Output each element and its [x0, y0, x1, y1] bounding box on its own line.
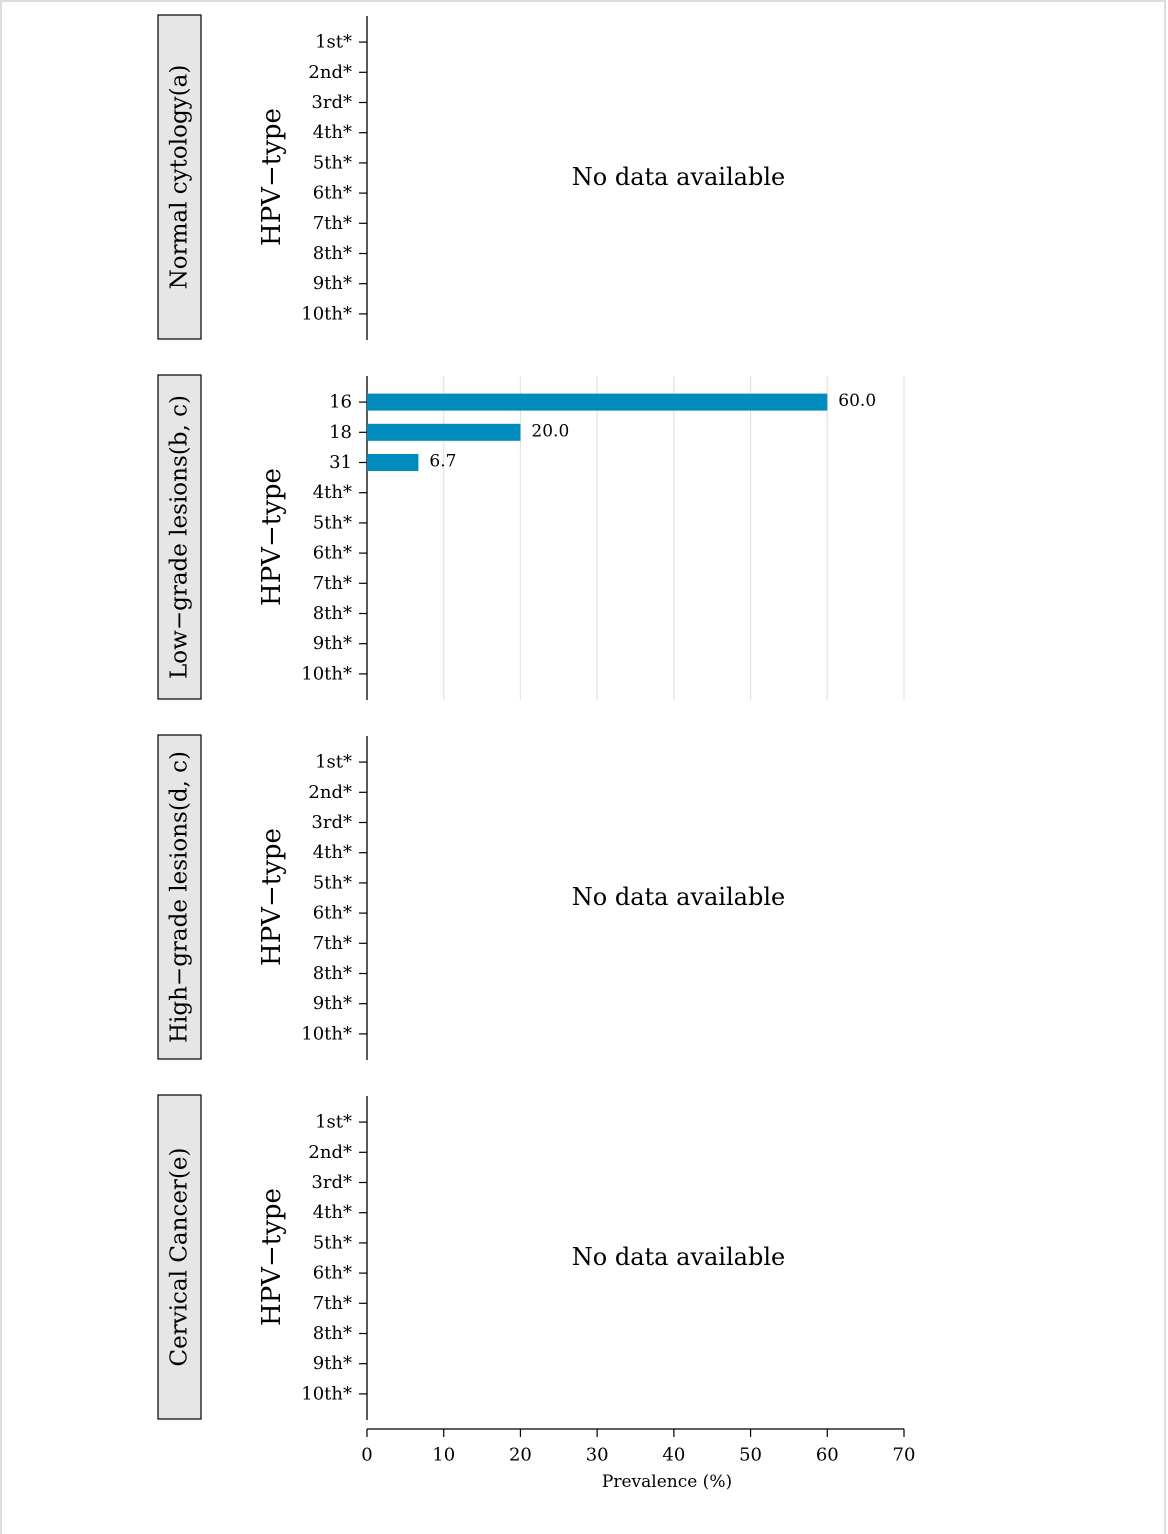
x-tick-label: 40: [662, 1445, 685, 1466]
y-tick-label: 3rd*: [311, 812, 352, 833]
x-tick-label: 30: [586, 1445, 609, 1466]
y-tick-label: 8th*: [313, 963, 352, 984]
x-tick-label: 50: [739, 1445, 762, 1466]
y-tick-label: 10th*: [301, 663, 352, 684]
y-tick-label: 1st*: [315, 752, 352, 773]
panel-strip-label: Normal cytology(a): [167, 65, 193, 290]
x-tick-label: 0: [361, 1445, 372, 1466]
x-axis-title: Prevalence (%): [602, 1472, 732, 1492]
y-tick-label: 7th*: [313, 573, 352, 594]
panel-strip-label: Low−grade lesions(b, c): [167, 395, 193, 679]
x-tick-label: 10: [432, 1445, 455, 1466]
y-tick-label: 3rd*: [311, 1172, 352, 1193]
y-tick-label: 6th*: [313, 903, 352, 924]
y-tick-label: 10th*: [301, 1383, 352, 1404]
y-tick-label: 8th*: [313, 243, 352, 264]
y-tick-label: 2nd*: [308, 782, 352, 803]
y-tick-label: 4th*: [313, 842, 352, 863]
x-tick-label: 60: [816, 1445, 839, 1466]
no-data-message: No data available: [572, 883, 785, 911]
y-tick-label: 31: [329, 452, 352, 473]
y-tick-label: 5th*: [313, 872, 352, 893]
panel-strip: [157, 734, 202, 1060]
y-tick-label: 8th*: [313, 603, 352, 624]
y-tick-label: 4th*: [313, 482, 352, 503]
y-tick-label: 4th*: [313, 1202, 352, 1223]
y-tick-label: 9th*: [313, 1353, 352, 1374]
bar: [367, 454, 419, 471]
y-axis-title: HPV−type: [257, 108, 287, 246]
y-tick-label: 9th*: [313, 993, 352, 1014]
panel-strip-label: High−grade lesions(d, c): [167, 751, 193, 1043]
panel-strip-label: Cervical Cancer(e): [167, 1148, 193, 1367]
y-tick-label: 10th*: [301, 303, 352, 324]
y-axis-title: HPV−type: [257, 828, 287, 966]
y-tick-label: 2nd*: [308, 62, 352, 83]
y-tick-label: 8th*: [313, 1323, 352, 1344]
y-tick-label: 7th*: [313, 1293, 352, 1314]
y-tick-label: 1st*: [315, 1112, 352, 1133]
y-tick-label: 9th*: [313, 633, 352, 654]
y-tick-label: 6th*: [313, 543, 352, 564]
y-tick-label: 5th*: [313, 1232, 352, 1253]
x-tick-label: 70: [893, 1445, 916, 1466]
y-tick-label: 5th*: [313, 512, 352, 533]
y-tick-label: 5th*: [313, 152, 352, 173]
bar: [367, 423, 521, 441]
y-tick-label: 10th*: [301, 1023, 352, 1044]
y-tick-label: 7th*: [313, 933, 352, 954]
y-axis-title: HPV−type: [257, 1188, 287, 1326]
y-tick-label: 4th*: [313, 122, 352, 143]
x-tick-label: 20: [509, 1445, 532, 1466]
panel-strip: [157, 374, 202, 700]
y-tick-label: 6th*: [313, 183, 352, 204]
y-tick-label: 9th*: [313, 273, 352, 294]
no-data-message: No data available: [572, 1243, 785, 1271]
no-data-message: No data available: [572, 163, 785, 191]
bar-value-label: 20.0: [531, 421, 569, 441]
y-tick-label: 6th*: [313, 1263, 352, 1284]
y-tick-label: 18: [329, 422, 352, 443]
y-tick-label: 2nd*: [308, 1142, 352, 1163]
y-tick-label: 16: [329, 392, 352, 413]
panel-strip: [157, 14, 202, 340]
bar-value-label: 60.0: [838, 391, 876, 411]
y-axis-title: HPV−type: [257, 468, 287, 606]
panel-strip: [157, 1094, 202, 1420]
bar: [367, 393, 828, 411]
bar-value-label: 6.7: [429, 452, 456, 472]
y-tick-label: 3rd*: [311, 92, 352, 113]
y-tick-label: 7th*: [313, 213, 352, 234]
y-tick-label: 1st*: [315, 32, 352, 53]
